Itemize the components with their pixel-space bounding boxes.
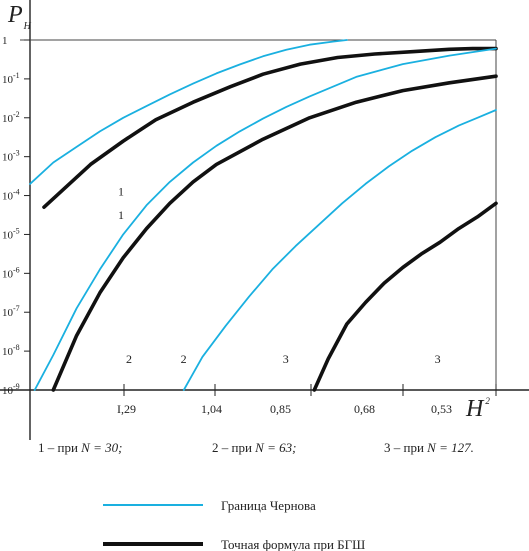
curve-exact-1: [42, 46, 498, 209]
curve-chernov-3: [182, 109, 497, 391]
curve-exact-2: [51, 74, 498, 392]
curve-label-3: 3: [283, 352, 289, 366]
y-tick-labels: 1 10-1 10-2 10-3 10-4 10-5 10-6 10-7 10-8 10-9: [2, 35, 30, 397]
x-tick-label: 0,68: [354, 402, 375, 416]
curve-label-1: 1: [118, 208, 124, 222]
series-captions: 1 – при N = 30; 2 – при N = 63; 3 – при N …: [38, 440, 474, 455]
curve-label-2: 2: [126, 352, 132, 366]
y-tick-label: 10-9: [2, 382, 20, 397]
y-tick-label: 10-6: [2, 265, 20, 280]
x-tick-label: 0,85: [270, 402, 291, 416]
curve-chernov-1: [29, 39, 348, 185]
x-tick-label: 1,04: [201, 402, 222, 416]
y-axis-title: PН: [7, 2, 32, 32]
caption-3: 3 – при N = 127.: [384, 440, 474, 455]
legend-label-chernov: Граница Чернова: [221, 498, 316, 513]
curve-label-3: 3: [435, 352, 441, 366]
y-tick-label: 10-1: [2, 71, 20, 86]
curve-exact-3: [312, 201, 498, 392]
x-tick-label: 0,53: [431, 402, 452, 416]
curve-label-2: 2: [181, 352, 187, 366]
legend: Граница Чернова Точная формула при БГШ: [103, 498, 365, 551]
chart-axes: [0, 0, 529, 440]
x-tick-labels: I,29 1,04 0,85 0,68 0,53: [117, 384, 497, 416]
y-tick-label: 10-8: [2, 343, 20, 358]
caption-1: 1 – при N = 30;: [38, 440, 122, 455]
curve-labels: 1 1 2 2 3 3: [118, 185, 441, 366]
curve-chernov-2: [33, 47, 497, 391]
y-tick-label: 10-7: [2, 304, 20, 319]
y-tick-label: 10-2: [2, 110, 20, 125]
y-tick-label: 1: [2, 35, 8, 47]
y-tick-label: 10-3: [2, 149, 20, 164]
chart-curves: [29, 39, 498, 392]
legend-label-exact: Точная формула при БГШ: [221, 537, 365, 551]
y-tick-label: 10-5: [2, 226, 20, 241]
caption-2: 2 – при N = 63;: [212, 440, 296, 455]
x-tick-label: I,29: [117, 402, 136, 416]
curve-label-1: 1: [118, 185, 124, 199]
y-tick-label: 10-4: [2, 188, 20, 203]
